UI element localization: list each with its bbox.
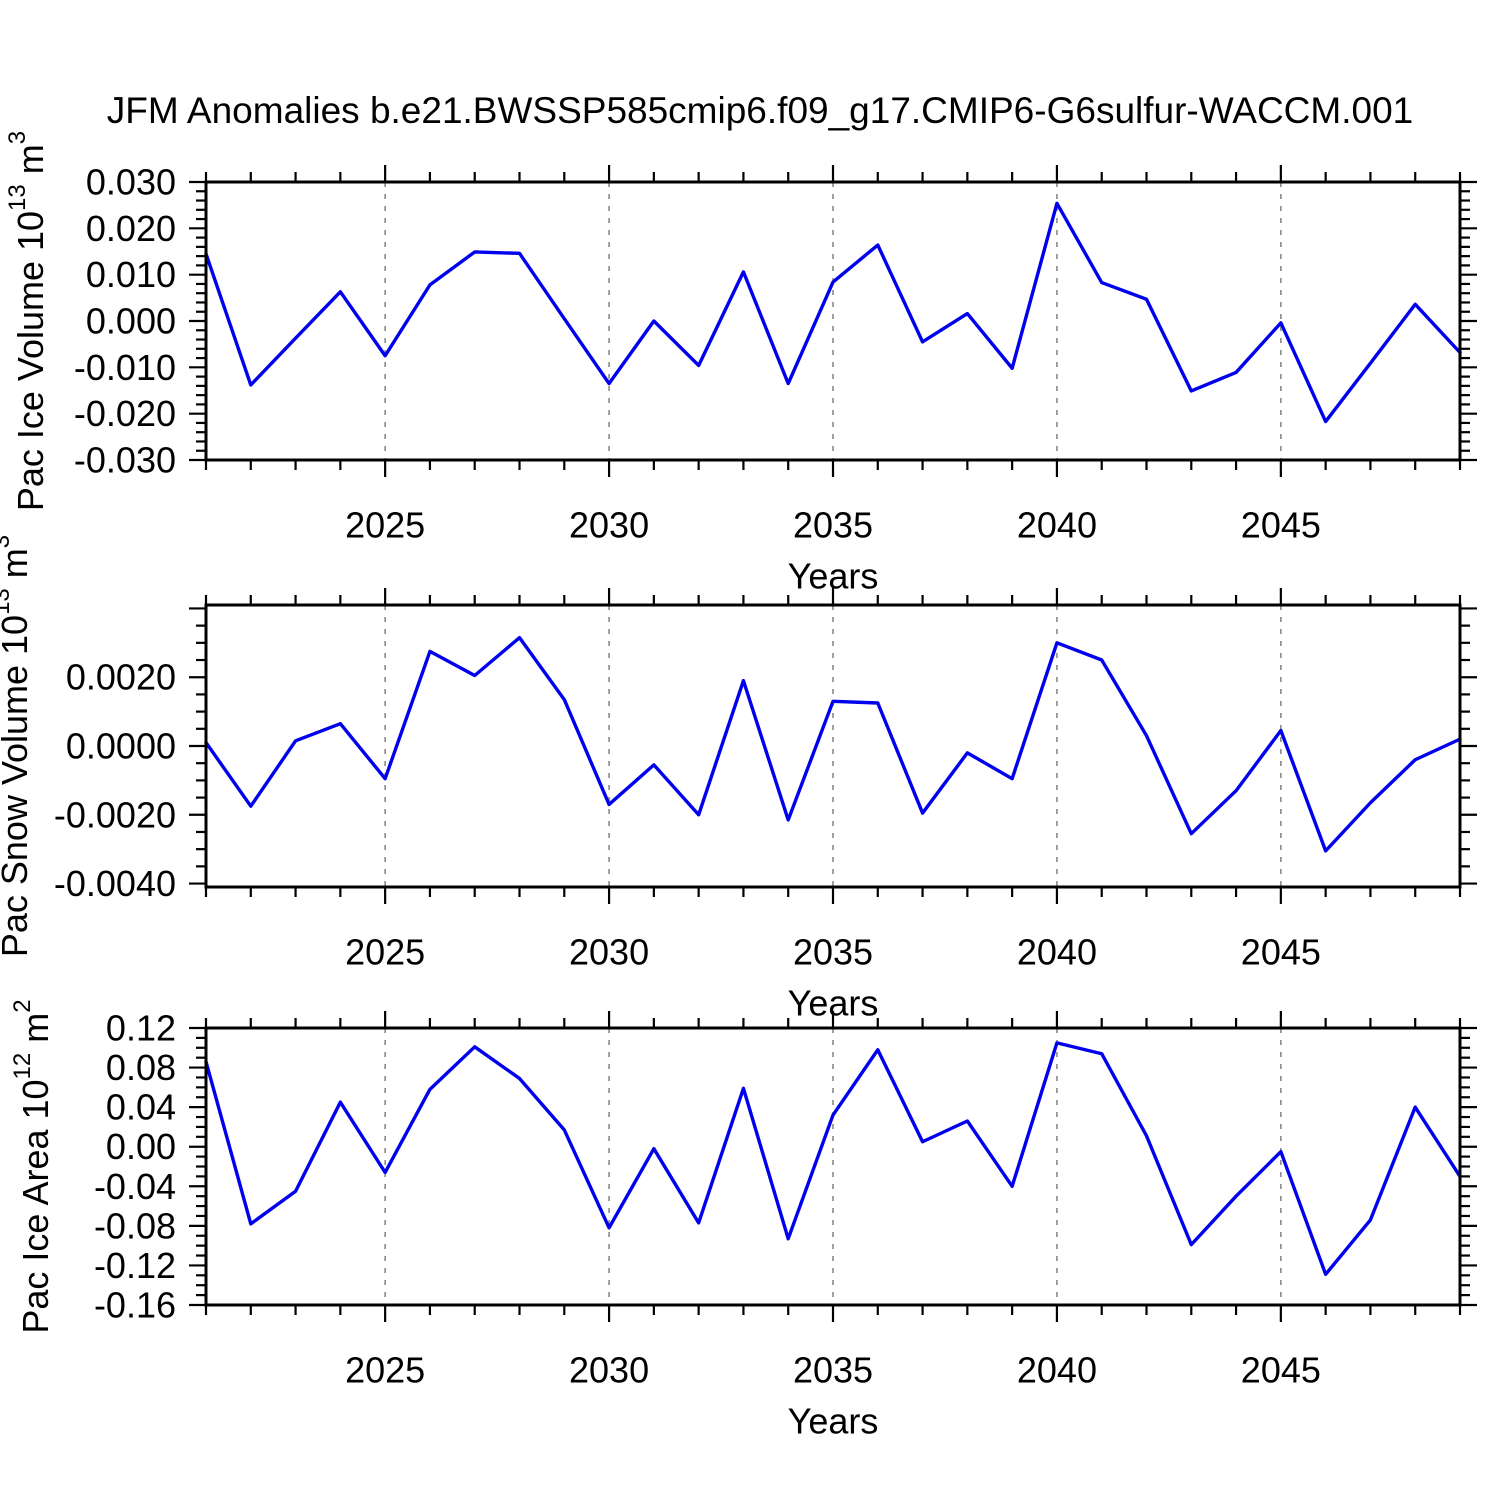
x-tick-label: 2030 <box>569 1350 649 1391</box>
series-line-pac-ice-volume <box>204 201 1462 424</box>
y-tick-label: -0.08 <box>94 1205 176 1246</box>
y-tick-label: -0.0020 <box>54 794 176 835</box>
x-tick-label: 2035 <box>793 1350 873 1391</box>
y-tick-label: 0.020 <box>86 208 176 249</box>
plot-frame <box>204 180 1462 462</box>
chart-title: JFM Anomalies b.e21.BWSSP585cmip6.f09_g1… <box>106 90 1414 131</box>
y-tick-label: 0.010 <box>86 254 176 295</box>
y-tick-label: 0.12 <box>106 1008 176 1049</box>
plot-frame <box>204 1026 1462 1307</box>
y-axis-title: Pac Ice Area 1012 m2 <box>9 999 56 1333</box>
x-tick-label: 2030 <box>569 932 649 973</box>
y-tick-label: 0.0000 <box>66 726 176 767</box>
x-tick-label: 2035 <box>793 505 873 546</box>
plot-frame <box>204 603 1462 889</box>
x-tick-label: 2045 <box>1241 1350 1321 1391</box>
x-tick-label: 2025 <box>345 1350 425 1391</box>
y-tick-label: 0.030 <box>86 162 176 203</box>
x-tick-label: 2025 <box>345 932 425 973</box>
x-tick-label: 2045 <box>1241 932 1321 973</box>
x-tick-label: 2030 <box>569 505 649 546</box>
y-tick-label: 0.04 <box>106 1087 176 1128</box>
x-tick-label: 2040 <box>1017 932 1097 973</box>
x-tick-label: 2040 <box>1017 1350 1097 1391</box>
x-axis-ticks <box>204 1011 1462 1322</box>
panel-pac-ice-area: 0.120.080.040.00-0.04-0.08-0.12-0.16 2025… <box>9 999 1477 1442</box>
series-line-pac-ice-area <box>204 1041 1462 1277</box>
series-line-pac-snow-volume <box>204 635 1462 853</box>
panel-pac-snow-volume: 0.0020 0.0000 -0.0020 -0.0040 2025 2030 2035 20… <box>0 535 1477 1024</box>
x-axis-ticks <box>204 165 1462 477</box>
y-axis-ticks <box>189 607 1477 885</box>
y-axis-ticks <box>189 180 1477 462</box>
x-tick-label: 2025 <box>345 505 425 546</box>
y-tick-label: 0.000 <box>86 301 176 342</box>
y-tick-label: -0.12 <box>94 1245 176 1286</box>
y-tick-label: -0.16 <box>94 1285 176 1326</box>
y-axis-title: Pac Snow Volume 1013 m3 <box>0 535 35 957</box>
y-axis-ticks <box>189 1026 1477 1307</box>
y-tick-label: 0.00 <box>106 1126 176 1167</box>
y-tick-label: 0.08 <box>106 1047 176 1088</box>
x-tick-label: 2040 <box>1017 505 1097 546</box>
x-axis-title: Years <box>788 1401 879 1442</box>
y-axis-title: Pac Ice Volume 1013 m3 <box>4 131 51 511</box>
y-tick-label: 0.0020 <box>66 657 176 698</box>
y-tick-label: -0.020 <box>74 393 176 434</box>
panel-pac-ice-volume: 0.030 0.020 0.010 0.000 -0.010 -0.020 -0.030 20… <box>4 131 1477 597</box>
y-tick-label: -0.04 <box>94 1166 176 1207</box>
y-tick-label: -0.030 <box>74 440 176 481</box>
y-tick-label: -0.0040 <box>54 863 176 904</box>
y-tick-label: -0.010 <box>74 347 176 388</box>
x-tick-label: 2035 <box>793 932 873 973</box>
x-axis-ticks <box>204 588 1462 904</box>
x-tick-label: 2045 <box>1241 505 1321 546</box>
